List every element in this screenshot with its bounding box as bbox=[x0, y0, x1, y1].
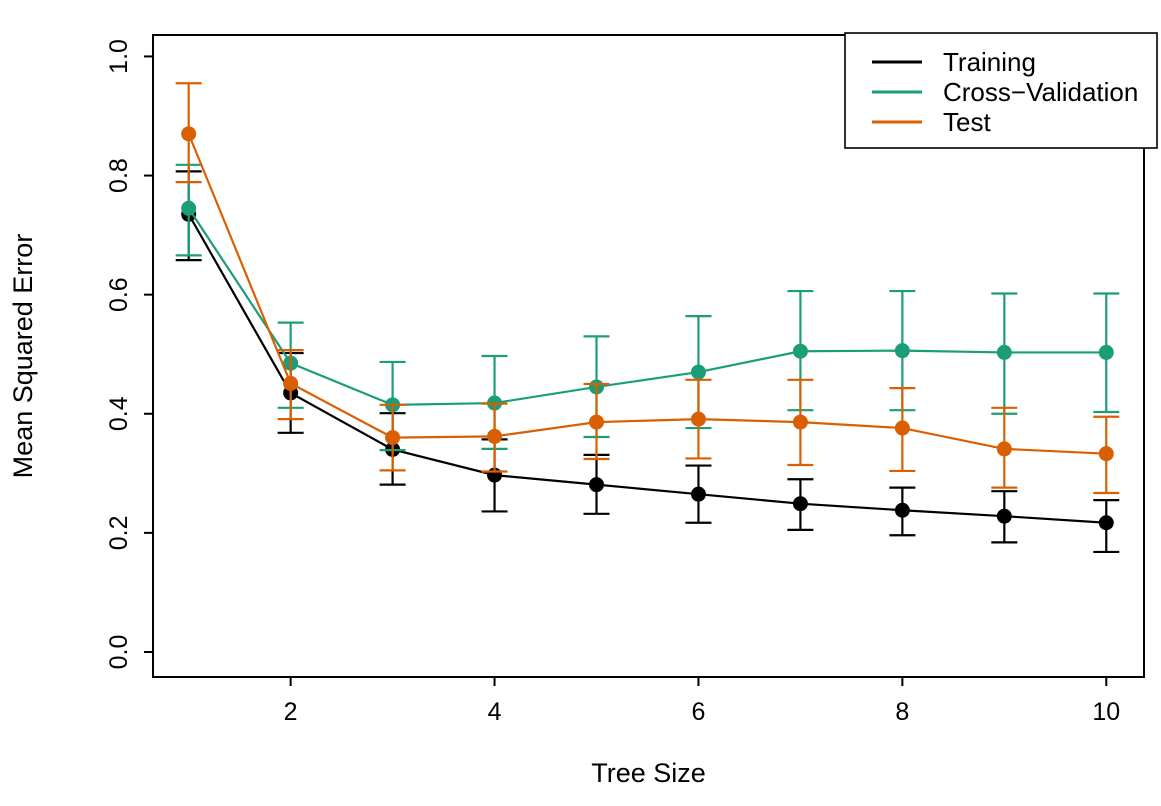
legend-entry-cross-validation: Cross−Validation bbox=[872, 77, 1138, 107]
series-test bbox=[175, 82, 1120, 495]
data-point bbox=[894, 502, 910, 518]
y-tick-label: 0.0 bbox=[105, 635, 133, 670]
series-line bbox=[187, 213, 1107, 524]
x-tick-label: 2 bbox=[284, 698, 298, 726]
x-tick-label: 10 bbox=[1092, 698, 1120, 726]
data-point bbox=[894, 420, 910, 436]
x-tick-label: 4 bbox=[488, 698, 502, 726]
x-axis-title: Tree Size bbox=[591, 758, 706, 788]
data-point bbox=[487, 428, 503, 444]
data-point bbox=[792, 496, 808, 512]
data-point bbox=[792, 414, 808, 430]
data-point bbox=[1098, 344, 1114, 360]
y-tick-label: 1.0 bbox=[105, 39, 133, 74]
y-tick-label: 0.4 bbox=[105, 396, 133, 431]
series-line bbox=[187, 133, 1107, 455]
data-point bbox=[996, 344, 1012, 360]
data-point bbox=[690, 411, 706, 427]
series-training bbox=[175, 170, 1120, 554]
data-point bbox=[1098, 446, 1114, 462]
legend-label: Cross−Validation bbox=[943, 77, 1138, 107]
plot-border bbox=[152, 34, 1145, 678]
legend-entry-test: Test bbox=[872, 107, 991, 137]
data-point bbox=[589, 477, 605, 493]
data-point bbox=[690, 486, 706, 502]
data-point bbox=[996, 508, 1012, 524]
data-point bbox=[181, 126, 197, 142]
data-point bbox=[283, 375, 299, 391]
legend-entry-training: Training bbox=[872, 47, 1036, 77]
x-tick-label: 6 bbox=[692, 698, 706, 726]
data-point bbox=[894, 343, 910, 359]
data-point bbox=[181, 200, 197, 216]
data-point bbox=[996, 441, 1012, 457]
legend-label: Training bbox=[943, 47, 1036, 77]
data-point bbox=[690, 364, 706, 380]
x-tick-label: 8 bbox=[895, 698, 909, 726]
y-axis-title: Mean Squared Error bbox=[8, 234, 38, 479]
data-point bbox=[792, 343, 808, 359]
data-point bbox=[589, 414, 605, 430]
y-tick-label: 0.6 bbox=[105, 277, 133, 312]
data-point bbox=[385, 430, 401, 446]
legend-label: Test bbox=[943, 107, 991, 137]
series-line bbox=[187, 207, 1107, 406]
y-tick-label: 0.2 bbox=[105, 515, 133, 550]
y-tick-label: 0.8 bbox=[105, 158, 133, 193]
data-point bbox=[1098, 515, 1114, 531]
